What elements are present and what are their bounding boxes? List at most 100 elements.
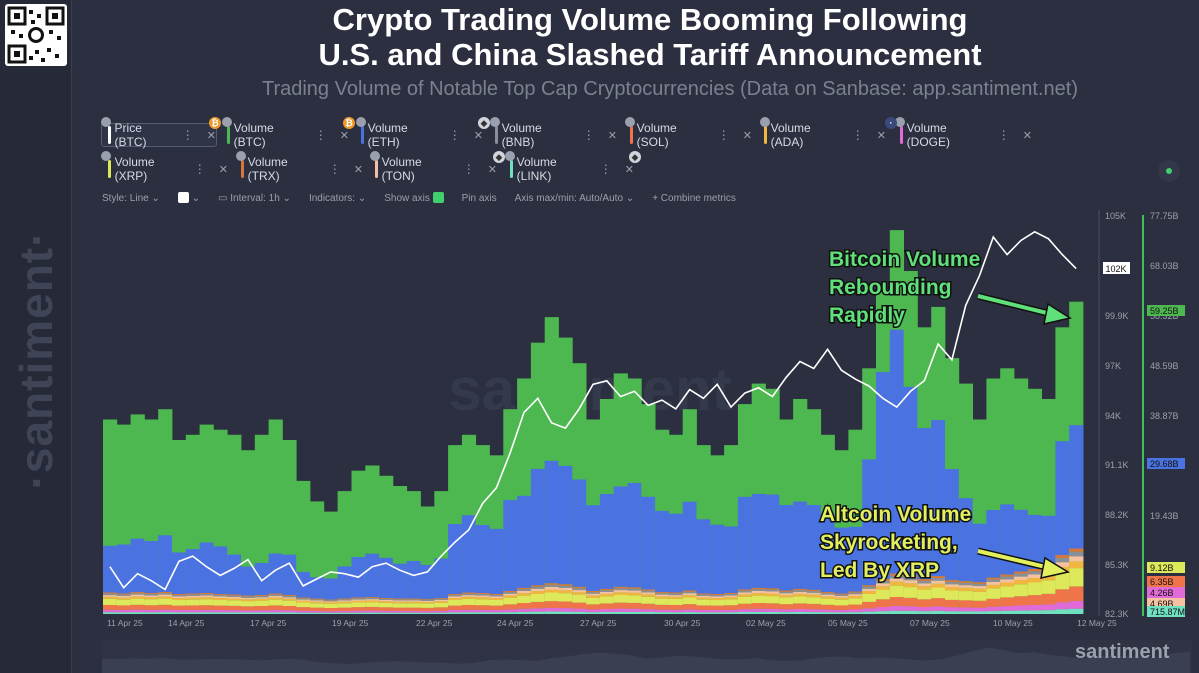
indicators-select[interactable]: Indicators: ⌄ — [308, 192, 367, 204]
settings-button[interactable] — [1158, 160, 1180, 182]
metric-chip-volume-eth[interactable]: Volume (ETH) ⋮ ✕ — [354, 121, 484, 149]
bar-volume-alt — [641, 603, 656, 610]
bar-volume-alt — [475, 597, 490, 600]
more-icon[interactable]: ⋮ — [448, 128, 462, 142]
metric-chip-volume-trx[interactable]: Volume (TRX) ⋮ ✕ — [234, 155, 364, 183]
metric-chip-price-btc[interactable]: Price (BTC) ⋮ ✕ — [101, 121, 217, 149]
pin-axis-toggle[interactable]: Pin axis — [461, 192, 497, 204]
bar-volume-alt — [655, 612, 670, 614]
close-icon[interactable]: ✕ — [206, 129, 216, 142]
bar-volume-alt — [227, 600, 242, 606]
bar-volume-alt — [268, 594, 283, 596]
checkbox[interactable] — [432, 192, 444, 203]
label-text: 9.12B — [1150, 563, 1174, 573]
more-icon[interactable]: ⋮ — [181, 128, 195, 142]
bar-volume-alt — [889, 573, 904, 576]
metric-swatch — [764, 126, 767, 144]
bar-volume-alt — [130, 594, 145, 597]
bar-volume-eth — [958, 498, 973, 582]
bar-volume-alt — [765, 593, 780, 597]
interval-select[interactable]: ▭ Interval: 1h ⌄ — [218, 192, 291, 204]
bar-volume-alt — [530, 593, 546, 602]
metric-chip-volume-btc[interactable]: Volume (BTC) ⋮ ✕ — [220, 121, 350, 149]
bar-volume-alt — [337, 600, 352, 602]
bar-volume-eth — [365, 553, 380, 598]
bar-volume-alt — [241, 597, 256, 600]
close-icon[interactable]: ✕ — [1022, 129, 1032, 142]
bar-volume-alt — [848, 591, 863, 593]
ethereum-icon: ◆ — [629, 151, 641, 163]
more-icon[interactable]: ⋮ — [717, 128, 731, 142]
metric-chip-volume-doge[interactable]: Volume (DOGE) ⋮ ✕ — [893, 121, 1033, 149]
close-icon[interactable]: ✕ — [876, 129, 886, 142]
more-icon[interactable]: ⋮ — [193, 162, 207, 176]
bar-volume-alt — [558, 601, 573, 608]
close-icon[interactable]: ✕ — [473, 129, 483, 142]
metric-chip-volume-link[interactable]: Volume (LINK) ⋮ ✕ — [503, 155, 635, 183]
bar-volume-eth — [599, 494, 615, 589]
bar-volume-alt — [103, 612, 118, 614]
bar-volume-alt — [558, 590, 573, 594]
svg-text:Rapidly: Rapidly — [829, 304, 905, 327]
metric-chip-volume-xrp[interactable]: Volume (XRP) ⋮ ✕ — [101, 155, 229, 183]
bar-volume-alt — [599, 609, 615, 612]
bar-volume-alt — [862, 588, 877, 592]
bar-volume-eth — [737, 496, 753, 590]
metric-chip-volume-sol[interactable]: Volume (SOL) ⋮ ✕ — [623, 121, 753, 149]
bar-volume-alt — [448, 594, 463, 595]
bar-volume-alt — [199, 612, 214, 614]
lock-icon — [101, 151, 111, 161]
bar-volume-alt — [876, 580, 891, 584]
bar-volume-alt — [213, 594, 228, 595]
close-icon[interactable]: ✕ — [218, 163, 228, 176]
close-icon[interactable]: ✕ — [487, 163, 497, 176]
bar-volume-alt — [917, 579, 932, 581]
more-icon[interactable]: ⋮ — [997, 128, 1011, 142]
x-tick-label: 27 Apr 25 — [580, 618, 617, 628]
more-icon[interactable]: ⋮ — [582, 128, 596, 142]
style-select[interactable]: Style: Line ⌄ — [102, 192, 160, 204]
bar-volume-alt — [213, 598, 228, 600]
bar-volume-alt — [199, 599, 214, 606]
bar-volume-alt — [834, 594, 849, 596]
bar-volume-alt — [751, 608, 766, 612]
more-icon[interactable]: ⋮ — [328, 162, 342, 176]
bar-volume-alt — [862, 586, 877, 589]
bar-volume-alt — [185, 596, 200, 598]
show-axis-toggle[interactable]: Show axis — [384, 192, 444, 204]
bar-volume-alt — [227, 610, 242, 613]
close-icon[interactable]: ✕ — [742, 129, 752, 142]
combine-metrics-button[interactable]: + Combine metrics — [652, 192, 736, 204]
more-icon[interactable]: ⋮ — [599, 162, 613, 176]
more-icon[interactable]: ⋮ — [462, 162, 476, 176]
bar-volume-alt — [751, 595, 766, 603]
metric-swatch — [108, 126, 111, 144]
axis-minmax-select[interactable]: Axis max/min: Auto/Auto ⌄ — [514, 192, 635, 204]
close-icon[interactable]: ✕ — [353, 163, 363, 176]
bar-volume-alt — [1069, 568, 1084, 587]
bar-volume-alt — [558, 611, 573, 614]
close-icon[interactable]: ✕ — [339, 129, 349, 142]
bar-volume-alt — [903, 587, 918, 598]
bar-volume-alt — [751, 587, 766, 590]
bar-volume-alt — [1027, 578, 1042, 583]
bar-volume-alt — [765, 596, 780, 604]
bar-volume-alt — [958, 581, 973, 583]
metric-chip-volume-bnb[interactable]: Volume (BNB) ⋮ ✕ — [488, 121, 618, 149]
more-icon[interactable]: ⋮ — [851, 128, 865, 142]
color-select[interactable]: ⌄ — [177, 192, 200, 204]
close-icon[interactable]: ✕ — [607, 129, 617, 142]
bar-volume-alt — [544, 611, 559, 614]
close-icon[interactable]: ✕ — [624, 163, 634, 176]
metric-chip-volume-ton[interactable]: Volume (TON) ⋮ ✕ — [368, 155, 498, 183]
metric-chip-volume-ada[interactable]: Volume (ADA) ⋮ ✕ — [757, 121, 887, 149]
arrow-icon — [977, 549, 1051, 570]
more-icon[interactable]: ⋮ — [314, 128, 328, 142]
bar-volume-eth — [586, 505, 601, 591]
bar-volume-alt — [848, 609, 863, 613]
bar-volume-alt — [1069, 551, 1084, 557]
bar-volume-alt — [199, 605, 214, 610]
metric-swatch — [227, 126, 230, 144]
bar-volume-alt — [365, 606, 380, 611]
arrow-icon — [977, 294, 1056, 317]
